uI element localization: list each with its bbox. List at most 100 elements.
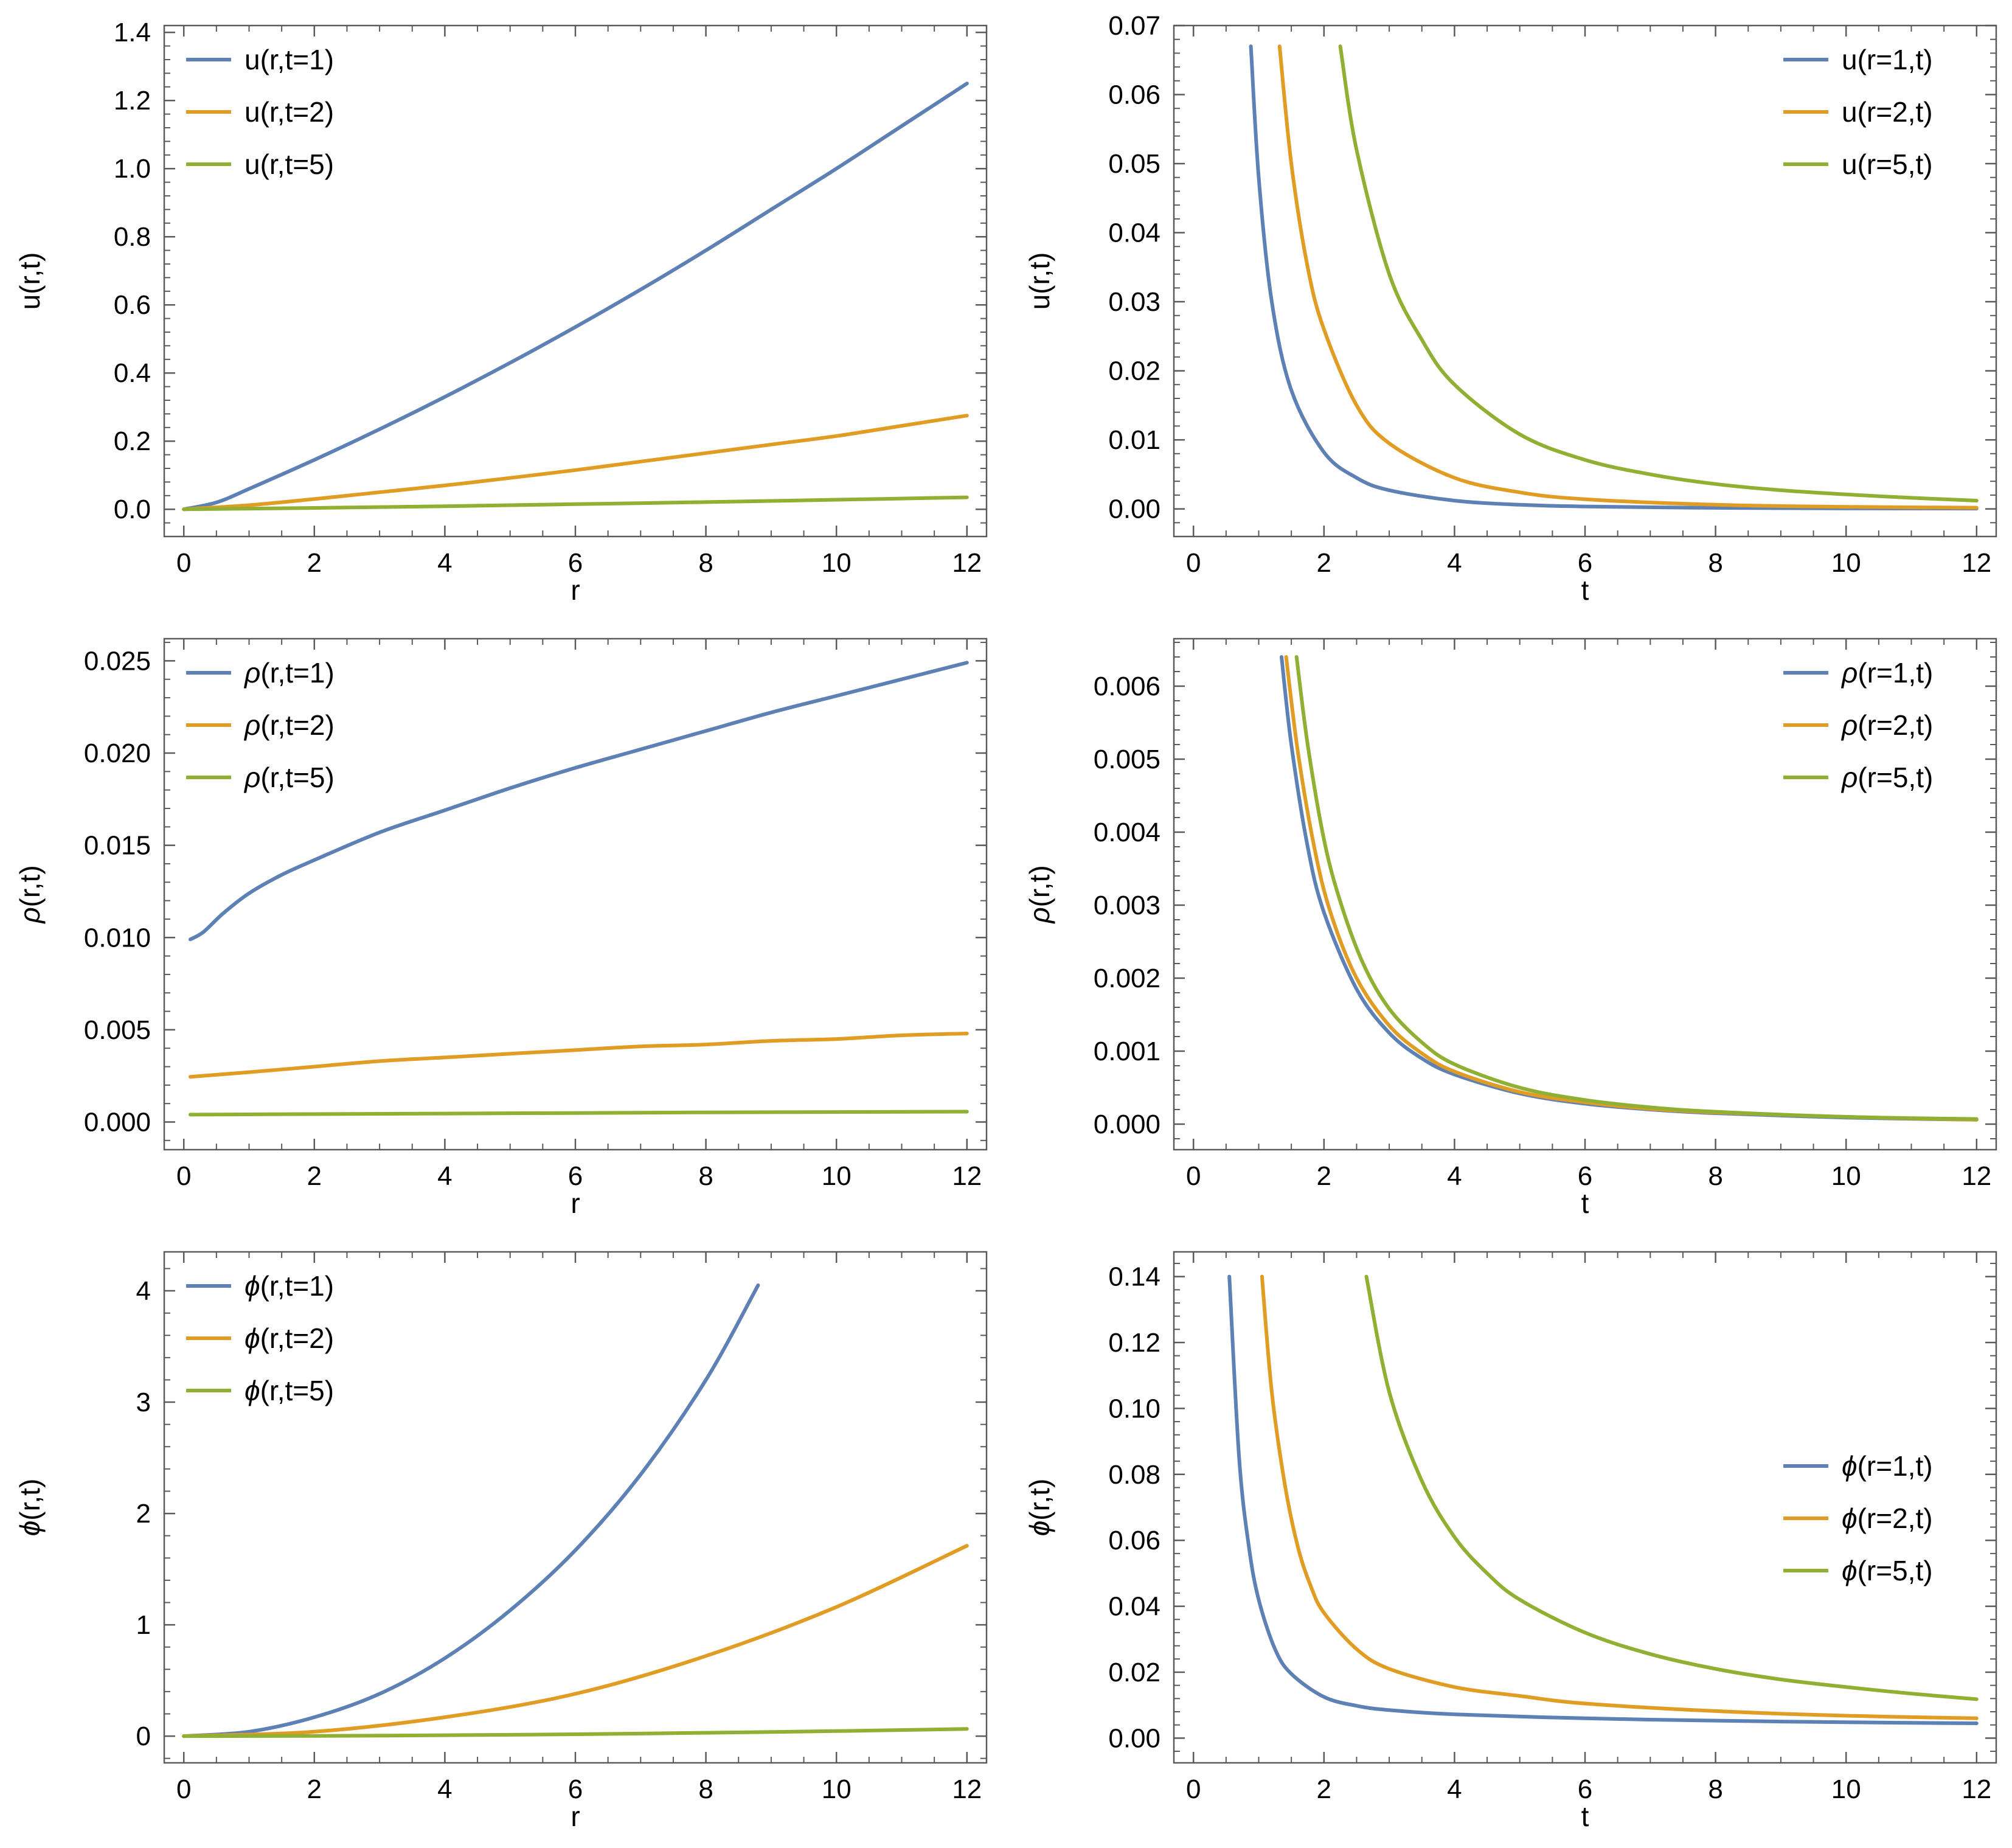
x-tick-label: 8 [1708,1774,1722,1804]
y-tick-label: 0.06 [1108,1526,1160,1555]
y-tick-label: 1 [136,1610,151,1640]
x-tick-label: 12 [952,1774,982,1804]
y-tick-label: 2 [136,1499,151,1529]
y-tick-label: 0.00 [1108,495,1160,524]
y-tick-label: 0.08 [1108,1460,1160,1490]
series-line-2 [1260,1274,1979,1720]
x-tick-label: 2 [1317,1774,1331,1804]
chart-phi-vs-t: 0 2 4 6 8 10 12 0.00 0.02 0.04 0.06 0.08 0.10 0.12 0.1… [1024,1251,1997,1832]
x-tick-label: 4 [1447,1161,1462,1191]
legend: u(r=1,t) u(r=2,t) u(r=5,t) [1783,44,1933,180]
x-tick-label: 6 [568,1161,583,1191]
x-tick-label: 10 [822,548,852,578]
y-tick-label: 0.04 [1108,218,1160,248]
x-tick-label: 0 [176,1161,191,1191]
x-tick-label: 4 [1447,1774,1462,1804]
series-line-2 [1277,44,1979,510]
y-tick-label: 0.02 [1108,356,1160,386]
y-tick-label: 0.005 [1094,745,1160,774]
y-tick-label: 0.002 [1094,964,1160,993]
y-tick-label: 0.025 [84,646,151,676]
legend-label: ϕ(r=1,t) [1842,1450,1933,1482]
x-axis-title: r [571,1187,580,1219]
x-axis-title: t [1581,1801,1589,1832]
y-tick-label: 0.06 [1108,80,1160,110]
y-axis-title: ϕ(r,t) [14,1479,46,1537]
y-tick-label: 3 [136,1388,151,1417]
x-tick-label: 10 [822,1774,852,1804]
legend-label: u(r,t=5) [245,148,334,180]
legend-label: ρ(r,t=5) [243,762,335,793]
x-tick-label: 0 [176,548,191,578]
series-line-3 [182,495,969,512]
legend-label: u(r,t=2) [245,96,334,128]
y-tick-label: 1.2 [114,86,151,116]
y-tick-label: 0.000 [84,1108,151,1138]
y-tick-label: 0.8 [114,222,151,252]
legend-label: ϕ(r=2,t) [1842,1502,1933,1534]
x-axis-title: t [1581,1187,1589,1219]
y-axis-title: ρ(r,t) [1024,865,1055,924]
legend-label: ϕ(r,t=5) [245,1375,334,1406]
chart-phi-vs-r: 0 2 4 6 8 10 1201234rϕ(r,t)ϕ(r,t=1)ϕ(r,t=2)ϕ(r… [14,1251,988,1832]
x-tick-label: 6 [1578,1161,1592,1191]
legend-label: u(r=2,t) [1842,96,1933,128]
chart-rho-vs-r: 0 2 4 6 8 10 12 0.000 0.005 0.010 0.015 0.020 0.025 r… [14,637,988,1219]
legend-label: u(r=5,t) [1842,148,1933,180]
series-line-3 [1338,44,1979,502]
series-line-2 [188,1032,969,1079]
y-tick-label: 0.04 [1108,1592,1160,1622]
x-tick-label: 12 [1962,1161,1991,1191]
y-tick-label: 0.020 [84,738,151,768]
legend-label: ϕ(r=5,t) [1842,1555,1933,1586]
x-tick-label: 12 [952,1161,982,1191]
chart-rho-vs-t: 0 2 4 6 8 10 12 0.000 0.001 0.002 0.003 0.004 0.005 0… [1024,637,1997,1219]
y-tick-label: 0.00 [1108,1723,1160,1753]
x-tick-label: 6 [568,1774,583,1804]
legend: ρ(r=1,t) ρ(r=2,t) ρ(r=5,t) [1783,657,1933,793]
y-tick-label: 0.12 [1108,1328,1160,1358]
x-tick-label: 6 [1578,1774,1592,1804]
x-tick-label: 0 [1186,548,1201,578]
legend: ρ(r,t=1) ρ(r,t=2) ρ(r,t=5) [186,657,335,793]
x-tick-label: 0 [1186,1774,1201,1804]
legend-label: ρ(r=1,t) [1840,657,1933,689]
x-tick-label: 4 [437,548,452,578]
legend: ϕ(r,t=1) ϕ(r,t=2) ϕ(r,t=5) [186,1270,334,1406]
x-tick-label: 10 [1831,1161,1861,1191]
x-tick-label: 8 [1708,1161,1722,1191]
series-line-1 [1227,1274,1979,1725]
legend-label: ϕ(r,t=2) [245,1322,334,1354]
legend-label: ρ(r,t=1) [243,657,335,689]
x-tick-label: 12 [1962,1774,1991,1804]
series-line-1 [1249,44,1979,510]
y-tick-label: 4 [136,1276,151,1306]
legend-label: ϕ(r,t=1) [245,1270,334,1302]
x-tick-label: 4 [437,1161,452,1191]
x-tick-label: 0 [176,1774,191,1804]
x-tick-label: 6 [568,548,583,578]
series-line-2 [182,414,969,512]
y-tick-label: 0.14 [1108,1262,1160,1292]
y-tick-label: 0.010 [84,923,151,953]
y-tick-label: 0.05 [1108,149,1160,179]
legend: u(r,t=1) u(r,t=2) u(r,t=5) [186,44,334,180]
x-tick-label: 10 [1831,548,1861,578]
y-tick-label: 0.01 [1108,425,1160,455]
x-tick-label: 0 [1186,1161,1201,1191]
chart-panels: 0 2 4 6 8 10 120.00.20.40.60.81.01.21.4ru(r,t)… [14,11,1997,1832]
x-axis-title: r [571,574,580,606]
x-axis-title: t [1581,574,1589,606]
y-tick-label: 0.0 [114,495,151,524]
series-line-3 [1294,655,1979,1121]
y-tick-label: 0.07 [1108,11,1160,41]
y-tick-label: 1.0 [114,154,151,184]
y-tick-label: 0.10 [1108,1394,1160,1423]
x-tick-label: 8 [698,1774,713,1804]
x-tick-label: 4 [1447,548,1462,578]
y-tick-label: 0.004 [1094,818,1160,847]
legend: ϕ(r=1,t) ϕ(r=2,t) ϕ(r=5,t) [1783,1450,1933,1586]
x-tick-label: 2 [307,1774,322,1804]
x-tick-label: 6 [1578,548,1592,578]
